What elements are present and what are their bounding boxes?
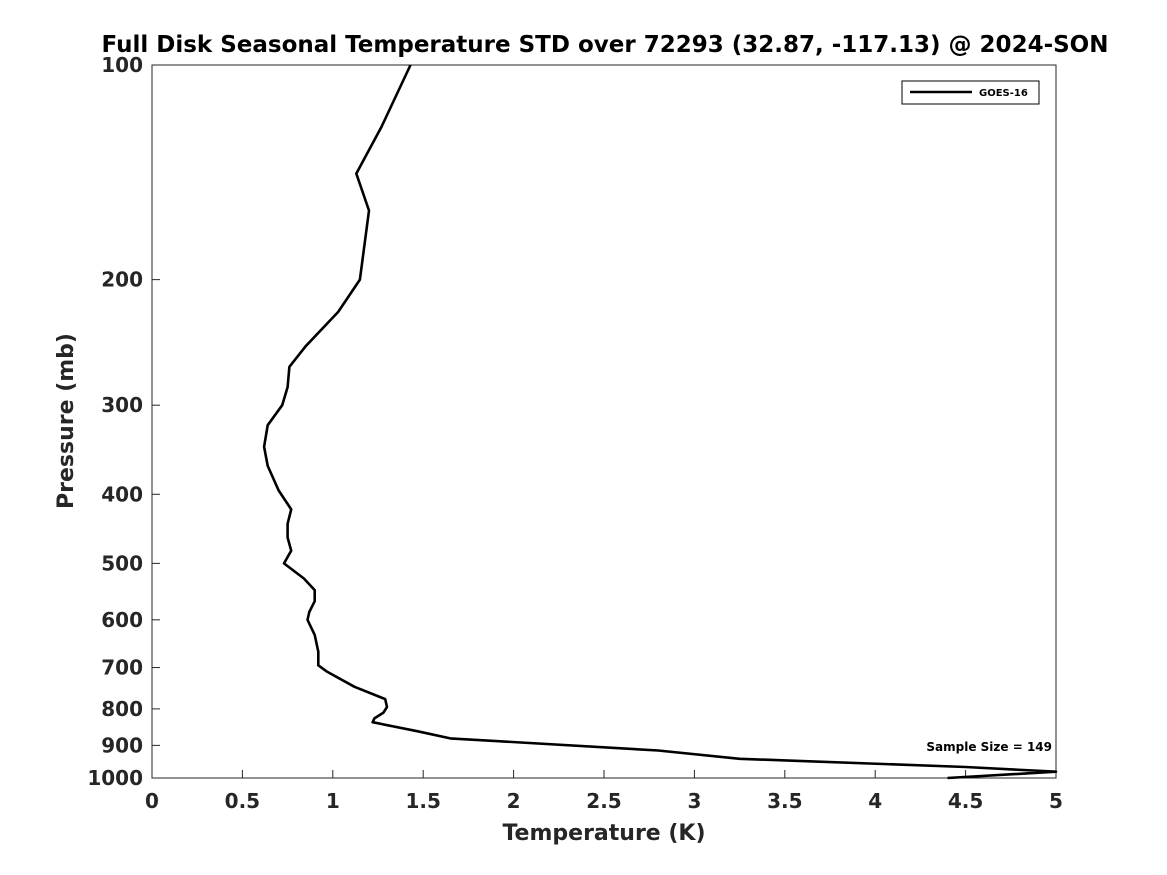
y-tick-label: 900: [101, 733, 143, 757]
x-axis-ticks: 0 0.5 1 1.5 2 2.5 3 3.5 4 4.5 5: [145, 770, 1063, 813]
x-tick-label: 3.5: [767, 789, 802, 813]
plot-frame: [151, 64, 1057, 779]
x-tick-label: 1.5: [405, 789, 440, 813]
legend-label-goes-16: GOES-16: [979, 88, 1028, 99]
chart-title: Full Disk Seasonal Temperature STD over …: [102, 32, 1109, 58]
x-tick-label: 1: [326, 789, 340, 813]
y-tick-label: 400: [101, 482, 143, 506]
y-tick-label: 300: [101, 393, 143, 417]
x-tick-label: 4: [868, 789, 882, 813]
x-tick-label: 5: [1049, 789, 1063, 813]
y-tick-label: 1000: [87, 766, 143, 790]
x-tick-label: 4.5: [948, 789, 983, 813]
y-tick-label: 600: [101, 608, 143, 632]
x-tick-label: 2: [507, 789, 521, 813]
x-tick-label: 0.5: [225, 789, 260, 813]
y-axis-ticks: 100 200 300 400 500 600 700 800 900 1000: [87, 53, 160, 790]
y-tick-label: 500: [101, 551, 143, 575]
x-axis-title: Temperature (K): [502, 821, 705, 846]
sample-size-annotation: Sample Size = 149: [926, 740, 1052, 754]
y-tick-label: 800: [101, 697, 143, 721]
legend: GOES-16: [901, 80, 1040, 105]
series-line-goes-16: [262, 64, 1058, 780]
y-tick-label: 200: [101, 268, 143, 292]
y-tick-label: 700: [101, 656, 143, 680]
y-axis-title: Pressure (mb): [54, 333, 79, 509]
y-tick-label: 100: [101, 53, 143, 77]
x-tick-label: 0: [145, 789, 159, 813]
x-tick-label: 2.5: [586, 789, 621, 813]
x-tick-label: 3: [687, 789, 701, 813]
